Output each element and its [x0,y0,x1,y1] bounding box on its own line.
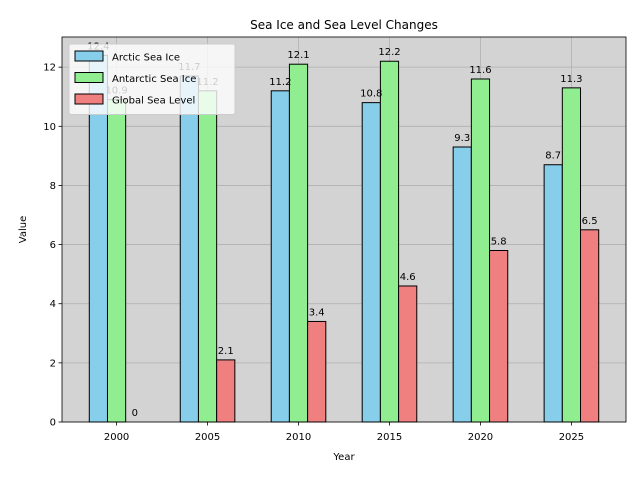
legend-swatch [74,72,104,83]
bar [398,285,418,423]
bar [561,87,582,423]
x-tick-label: 2015 [377,432,402,443]
y-axis-label: Value [18,216,29,243]
bar-value-label: 9.3 [454,133,470,144]
bar-value-label: 11.6 [469,65,491,76]
legend-label: Antarctic Sea Ice [112,74,196,85]
bar-value-label: 11.2 [269,77,291,88]
bars [88,54,600,423]
bar-value-label: 5.8 [491,236,507,247]
bar [106,99,127,423]
x-tick-label: 2025 [559,432,584,443]
bar-value-label: 2.1 [218,346,234,357]
y-tick-label: 6 [50,240,56,251]
bar-value-label: 12.1 [287,50,309,61]
plot-frame [61,36,627,423]
x-tick-label: 2005 [195,432,220,443]
bar [489,249,509,423]
bar [179,75,199,423]
legend-swatch [74,50,104,62]
bar-value-label: 3.4 [309,307,325,318]
bar-value-label: 8.7 [545,151,561,162]
legend-box [68,43,236,115]
bar-value-label: 4.6 [400,272,416,283]
bar-value-label: 11.3 [560,74,582,85]
legend-label: Arctic Sea Ice [112,53,180,64]
bar-value-label: 6.5 [582,216,598,227]
x-axis-label: Year [332,452,355,463]
x-tick-label: 2020 [468,432,493,443]
y-tick-label: 12 [43,63,56,74]
y-tick-label: 8 [50,181,56,192]
bar [580,229,600,423]
y-tick-label: 10 [43,122,56,133]
legend: Arctic Sea Ice Antarctic Sea Ice Global Se… [68,43,236,115]
x-tick-label: 2010 [286,432,311,443]
bar-value-label: 10.8 [360,89,382,100]
bar [543,164,563,423]
legend-label: Global Sea Level [112,96,195,107]
bar [197,90,218,423]
bar [361,102,381,423]
bar [379,60,400,423]
bar [270,90,290,423]
bar [452,146,472,423]
y-tick-label: 4 [50,299,56,310]
y-tick-label: 0 [50,418,56,429]
y-tick-label: 2 [50,358,56,369]
bar [470,78,491,423]
bar-value-label: 0 [132,408,138,419]
bar [288,63,309,423]
x-tick-label: 2000 [104,432,129,443]
axis-ticks: 0 2 4 6 8 10 12 2000 2005 2010 2015 2020 2025 [43,63,584,443]
chart-title: Sea Ice and Sea Level Changes [250,18,438,32]
bar-value-label: 12.2 [378,47,400,58]
bar [307,320,327,423]
legend-swatch [74,93,104,105]
bar [216,359,236,423]
